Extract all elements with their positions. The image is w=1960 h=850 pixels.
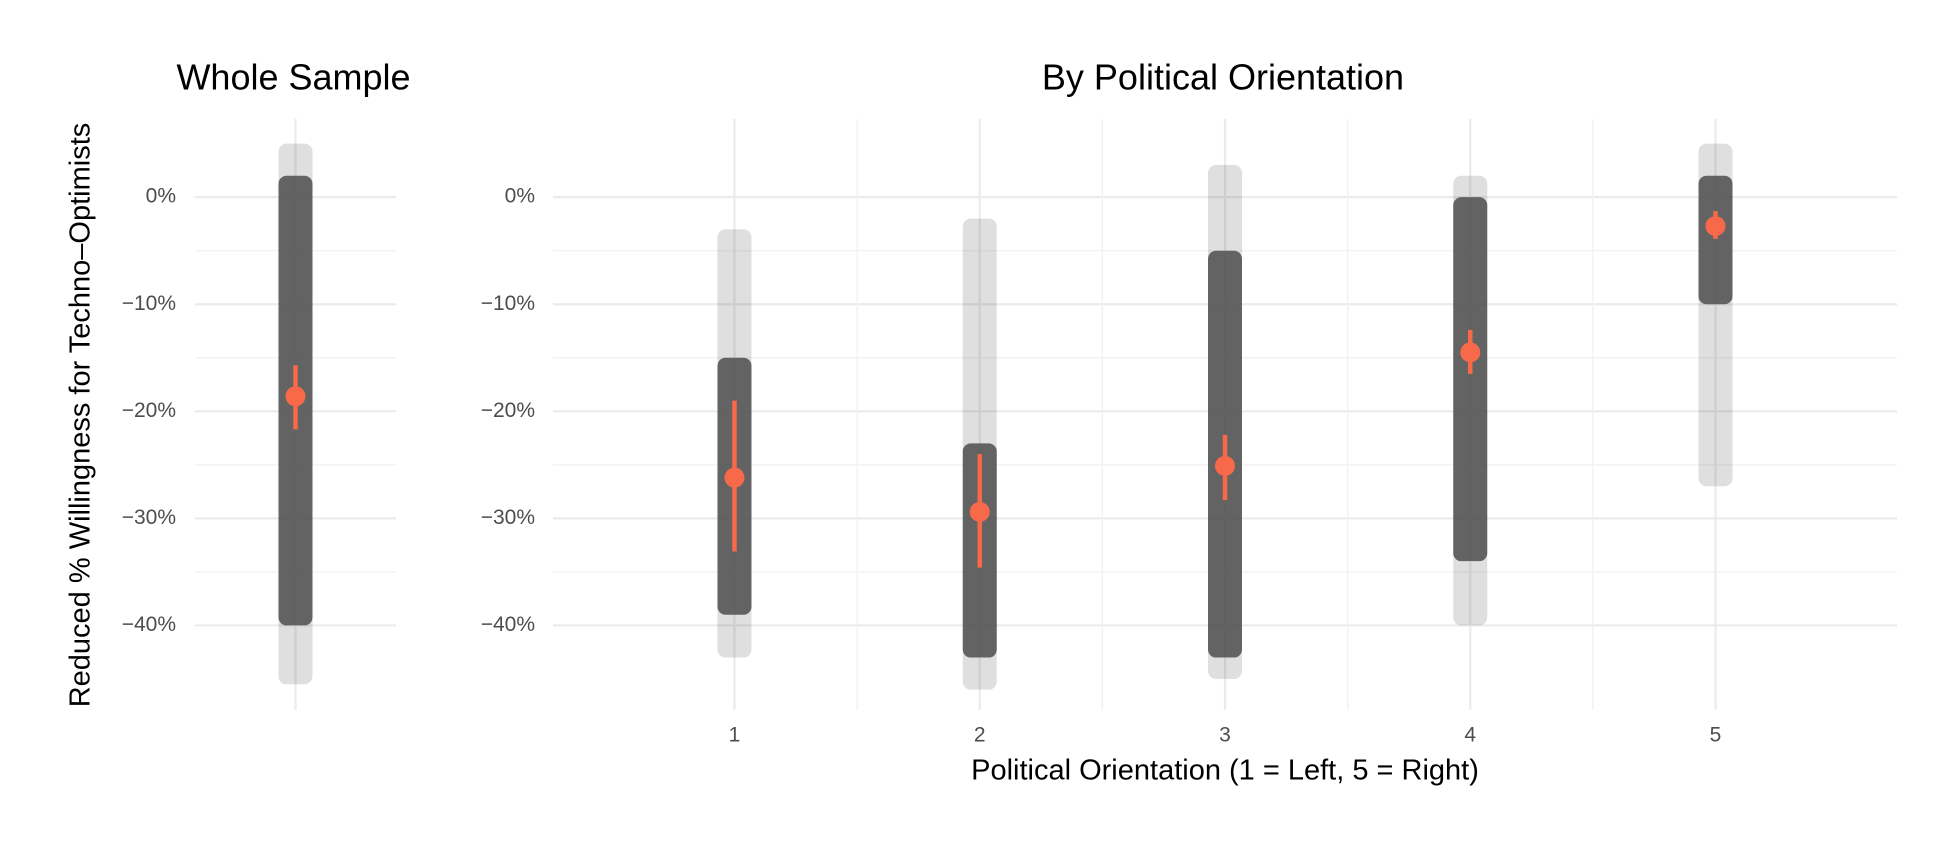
mean-point <box>1460 342 1481 363</box>
mean-point <box>1215 455 1235 476</box>
x-tick-label: 2 <box>974 724 986 747</box>
panel-title: By Political Orientation <box>1042 57 1404 98</box>
y-tick-label: −30% <box>122 506 176 529</box>
x-tick-label: 4 <box>1464 724 1476 747</box>
y-tick-label: −20% <box>481 399 535 422</box>
mean-point <box>724 467 745 488</box>
y-tick-label: −10% <box>481 292 535 315</box>
mean-point <box>969 501 990 522</box>
y-tick-label: 0% <box>146 185 176 208</box>
point-core <box>1698 175 1733 305</box>
y-tick-label: −30% <box>481 506 535 529</box>
y-tick-label: −40% <box>481 613 535 636</box>
x-tick-label: 3 <box>1219 724 1231 747</box>
point-core <box>1453 197 1488 562</box>
y-tick-label: −40% <box>122 613 176 636</box>
y-tick-label: −20% <box>122 399 176 422</box>
x-tick-label: 1 <box>729 724 741 747</box>
x-tick-label: 5 <box>1710 724 1722 747</box>
panel-title: Whole Sample <box>176 57 410 98</box>
y-tick-label: −10% <box>122 292 176 315</box>
y-axis-label: Reduced % Willingness for Techno–Optimis… <box>65 123 97 708</box>
y-tick-label: 0% <box>505 185 535 208</box>
x-axis-label: Political Orientation (1 = Left, 5 = Rig… <box>971 755 1479 787</box>
mean-point <box>1705 216 1726 237</box>
mean-point <box>285 386 306 407</box>
